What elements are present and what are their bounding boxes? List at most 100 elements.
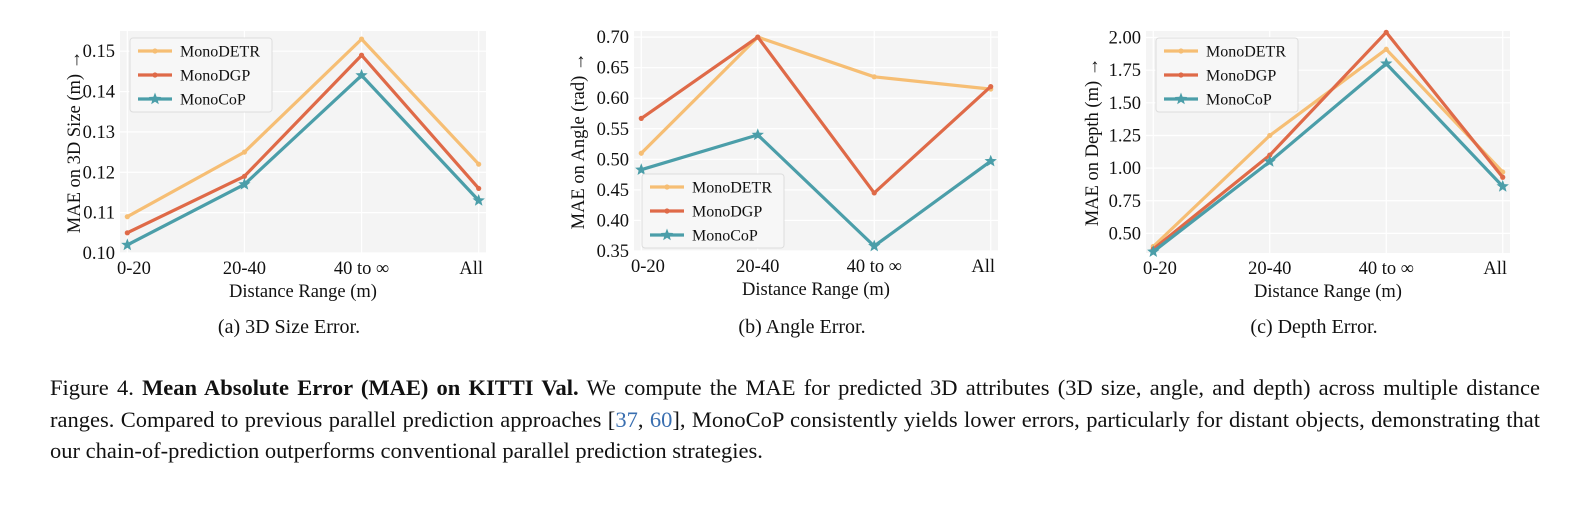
y-tick-label: 0.35 (597, 242, 629, 262)
y-axis-label: MAE on Depth (m) → (1083, 58, 1103, 227)
y-tick-label: 0.60 (597, 89, 629, 109)
x-axis-label: Distance Range (m) (742, 280, 890, 300)
y-tick-label: 2.00 (1109, 29, 1141, 49)
data-point-monodgp (241, 173, 248, 179)
caption-title: Mean Absolute Error (MAE) on KITTI Val. (142, 375, 579, 400)
y-tick-label: 0.40 (597, 211, 629, 231)
data-point-monodetr (1267, 132, 1273, 139)
y-tick-label: 0.45 (597, 181, 629, 201)
y-tick-label: 0.14 (83, 83, 115, 103)
legend-marker-monodgp (1178, 72, 1184, 78)
x-axis-label: Distance Range (m) (229, 282, 377, 302)
series-monodetr (124, 36, 482, 220)
data-point-monodgp (358, 52, 365, 58)
series-line-monodgp (1152, 30, 1504, 251)
data-point-monocop (1496, 179, 1509, 192)
series-monocop (635, 128, 997, 252)
legend-box (1155, 37, 1299, 113)
x-tick-label: All (459, 259, 483, 279)
x-tick-label: 20-40 (223, 259, 266, 279)
series-line-monodgp (126, 53, 480, 235)
data-point-monocop (1263, 155, 1276, 167)
series-line-monocop (640, 133, 992, 248)
chart-panel-3: 0.50 0.75 1.00 1.25 1.50 1.75 2.00 0-20 20-40 40 … (1083, 29, 1510, 338)
y-tick-label: 0.70 (597, 28, 629, 48)
y-tick-label: 0.50 (1109, 224, 1141, 244)
data-point-monodetr (476, 161, 482, 167)
y-tick-label: 0.11 (83, 204, 115, 224)
series-line-monocop (1152, 61, 1504, 253)
citation-link-37[interactable]: 37 (615, 406, 638, 432)
series-line-monodetr (640, 35, 991, 155)
y-axis-label: MAE on 3D Size (m) → (65, 51, 85, 233)
x-tick-label: 0-20 (631, 257, 665, 277)
x-tick-label: 0-20 (1143, 259, 1177, 279)
legend: MonoDETR MonoDGP MonoCoP (641, 173, 785, 249)
legend-label: MonoCoP (1206, 92, 1272, 109)
data-point-monocop (1147, 245, 1160, 257)
y-tick-label: 1.50 (1109, 94, 1141, 114)
y-axis-label: MAE on Angle (rad) → (569, 53, 589, 230)
y-tick-label: 1.25 (1109, 126, 1141, 146)
subcaption: (a) 3D Size Error. (218, 316, 360, 338)
legend-label: MonoDETR (692, 180, 772, 197)
legend-marker-monocop (1174, 92, 1188, 105)
series-monodgp (638, 34, 994, 196)
data-point-monodgp (638, 115, 644, 121)
caption-text-2: ], MonoCoP consistently yields lower err… (50, 406, 1541, 464)
y-tick-label: 0.12 (83, 163, 115, 183)
data-point-monodgp (1267, 152, 1273, 158)
data-point-monocop (1380, 57, 1393, 69)
subcaption: (c) Depth Error. (1250, 316, 1377, 338)
y-tick-label: 1.00 (1109, 159, 1141, 179)
data-point-monocop (355, 68, 368, 81)
series-monodgp (124, 52, 482, 236)
y-tick-label: 0.10 (83, 244, 115, 264)
x-tick-label: 40 to ∞ (1359, 259, 1414, 279)
x-tick-label: 40 to ∞ (334, 259, 389, 279)
chart-panel-2: 0.35 0.40 0.45 0.50 0.55 0.60 0.65 0.70 0-20 20-4… (569, 28, 998, 338)
data-point-monodetr (124, 214, 130, 220)
series-monodgp (1150, 29, 1506, 252)
data-point-monodetr (871, 74, 877, 80)
legend-marker-monodetr (152, 48, 158, 54)
series-line-monodgp (640, 35, 992, 195)
legend-label: MonoDETR (1206, 44, 1286, 61)
x-tick-label: All (1483, 259, 1507, 279)
data-point-monocop (121, 238, 134, 251)
x-axis-label: Distance Range (m) (1254, 282, 1402, 302)
subcaption: (b) Angle Error. (738, 316, 865, 338)
y-tick-label: 0.50 (597, 150, 629, 170)
data-point-monodetr (638, 150, 644, 156)
legend-label: MonoCoP (692, 228, 758, 245)
legend-label: MonoCoP (180, 92, 246, 109)
chart-panel-1: 0.10 0.11 0.12 0.13 0.14 0.15 0-20 20-40 40 to ∞… (65, 31, 486, 338)
legend-label: MonoDGP (180, 68, 250, 85)
data-point-monocop (238, 177, 251, 190)
x-tick-label: 20-40 (736, 257, 779, 277)
y-tick-label: 0.13 (83, 123, 115, 143)
figure-caption: Figure 4. Mean Absolute Error (MAE) on K… (50, 372, 1540, 467)
y-tick-label: 0.15 (83, 42, 115, 62)
data-point-monodetr (1383, 46, 1389, 52)
legend-box (641, 173, 785, 249)
citation-separator: , (637, 406, 650, 432)
legend-marker-monodetr (664, 184, 670, 190)
y-tick-label: 1.75 (1109, 61, 1141, 81)
data-point-monodgp (1500, 174, 1506, 180)
legend-label: MonoDGP (692, 204, 762, 221)
legend: MonoDETR MonoDGP MonoCoP (129, 37, 273, 113)
x-tick-label: All (971, 257, 995, 277)
legend-box (129, 37, 273, 113)
legend-marker-monocop (660, 228, 674, 241)
data-point-monocop (984, 154, 997, 167)
data-point-monocop (751, 128, 764, 141)
legend-marker-monodgp (152, 72, 158, 78)
data-point-monodetr (358, 36, 365, 42)
data-point-monocop (472, 194, 485, 206)
y-tick-label: 0.65 (597, 59, 629, 79)
citation-link-60[interactable]: 60 (649, 406, 673, 432)
data-point-monodgp (476, 185, 482, 192)
legend-label: MonoDETR (180, 44, 260, 61)
data-point-monodgp (871, 190, 877, 196)
